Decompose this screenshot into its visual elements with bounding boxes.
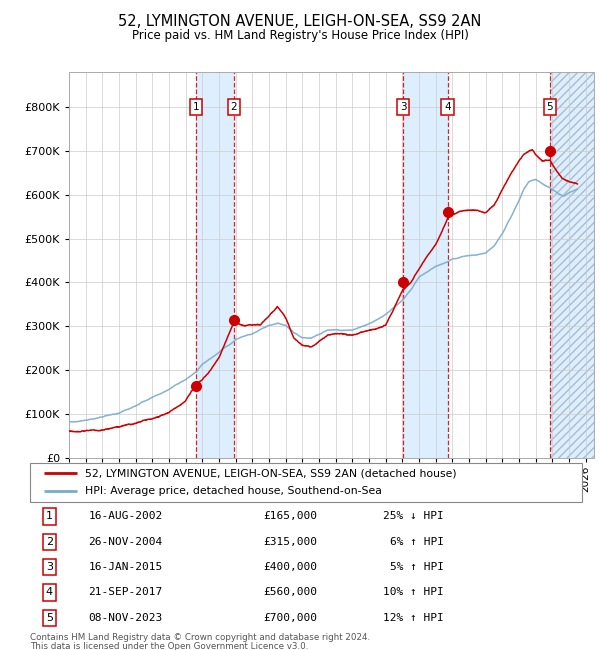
Text: 16-AUG-2002: 16-AUG-2002 <box>88 512 163 521</box>
Text: £165,000: £165,000 <box>263 512 317 521</box>
Text: This data is licensed under the Open Government Licence v3.0.: This data is licensed under the Open Gov… <box>30 642 308 650</box>
Text: £700,000: £700,000 <box>263 613 317 623</box>
Text: 4: 4 <box>445 101 451 112</box>
Text: 10% ↑ HPI: 10% ↑ HPI <box>383 588 444 597</box>
Text: 2: 2 <box>230 101 238 112</box>
Text: 21-SEP-2017: 21-SEP-2017 <box>88 588 163 597</box>
Text: 4: 4 <box>46 588 53 597</box>
Text: 5: 5 <box>547 101 553 112</box>
Bar <box>550 72 594 458</box>
Text: 5% ↑ HPI: 5% ↑ HPI <box>390 562 444 572</box>
Text: Contains HM Land Registry data © Crown copyright and database right 2024.: Contains HM Land Registry data © Crown c… <box>30 633 370 642</box>
Text: 08-NOV-2023: 08-NOV-2023 <box>88 613 163 623</box>
Text: 5: 5 <box>46 613 53 623</box>
Text: £560,000: £560,000 <box>263 588 317 597</box>
Text: 52, LYMINGTON AVENUE, LEIGH-ON-SEA, SS9 2AN (detached house): 52, LYMINGTON AVENUE, LEIGH-ON-SEA, SS9 … <box>85 469 457 478</box>
Text: £400,000: £400,000 <box>263 562 317 572</box>
Text: 6% ↑ HPI: 6% ↑ HPI <box>390 537 444 547</box>
Bar <box>403 72 448 458</box>
Text: 52, LYMINGTON AVENUE, LEIGH-ON-SEA, SS9 2AN: 52, LYMINGTON AVENUE, LEIGH-ON-SEA, SS9 … <box>118 14 482 29</box>
Text: 3: 3 <box>46 562 53 572</box>
Text: 1: 1 <box>193 101 199 112</box>
Text: HPI: Average price, detached house, Southend-on-Sea: HPI: Average price, detached house, Sout… <box>85 486 382 496</box>
Text: 2: 2 <box>46 537 53 547</box>
Text: 26-NOV-2004: 26-NOV-2004 <box>88 537 163 547</box>
Text: 12% ↑ HPI: 12% ↑ HPI <box>383 613 444 623</box>
Text: 1: 1 <box>46 512 53 521</box>
Text: 3: 3 <box>400 101 406 112</box>
Text: Price paid vs. HM Land Registry's House Price Index (HPI): Price paid vs. HM Land Registry's House … <box>131 29 469 42</box>
Text: 25% ↓ HPI: 25% ↓ HPI <box>383 512 444 521</box>
Bar <box>196 72 234 458</box>
Text: £315,000: £315,000 <box>263 537 317 547</box>
Text: 16-JAN-2015: 16-JAN-2015 <box>88 562 163 572</box>
Bar <box>550 72 594 458</box>
